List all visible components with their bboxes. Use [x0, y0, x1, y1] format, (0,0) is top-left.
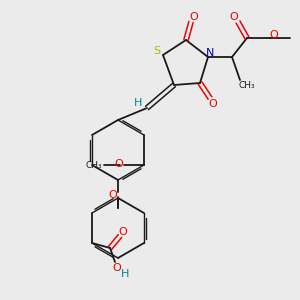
Text: O: O	[230, 12, 238, 22]
Text: O: O	[270, 30, 278, 40]
Text: S: S	[153, 46, 161, 56]
Text: O: O	[109, 190, 117, 200]
Text: O: O	[118, 227, 127, 237]
Text: H: H	[134, 98, 142, 108]
Text: O: O	[190, 12, 198, 22]
Text: O: O	[115, 159, 123, 169]
Text: O: O	[112, 263, 122, 273]
Text: N: N	[206, 48, 214, 58]
Text: H: H	[121, 269, 129, 279]
Text: O: O	[208, 99, 217, 109]
Text: CH₃: CH₃	[86, 160, 102, 169]
Text: CH₃: CH₃	[239, 80, 255, 89]
